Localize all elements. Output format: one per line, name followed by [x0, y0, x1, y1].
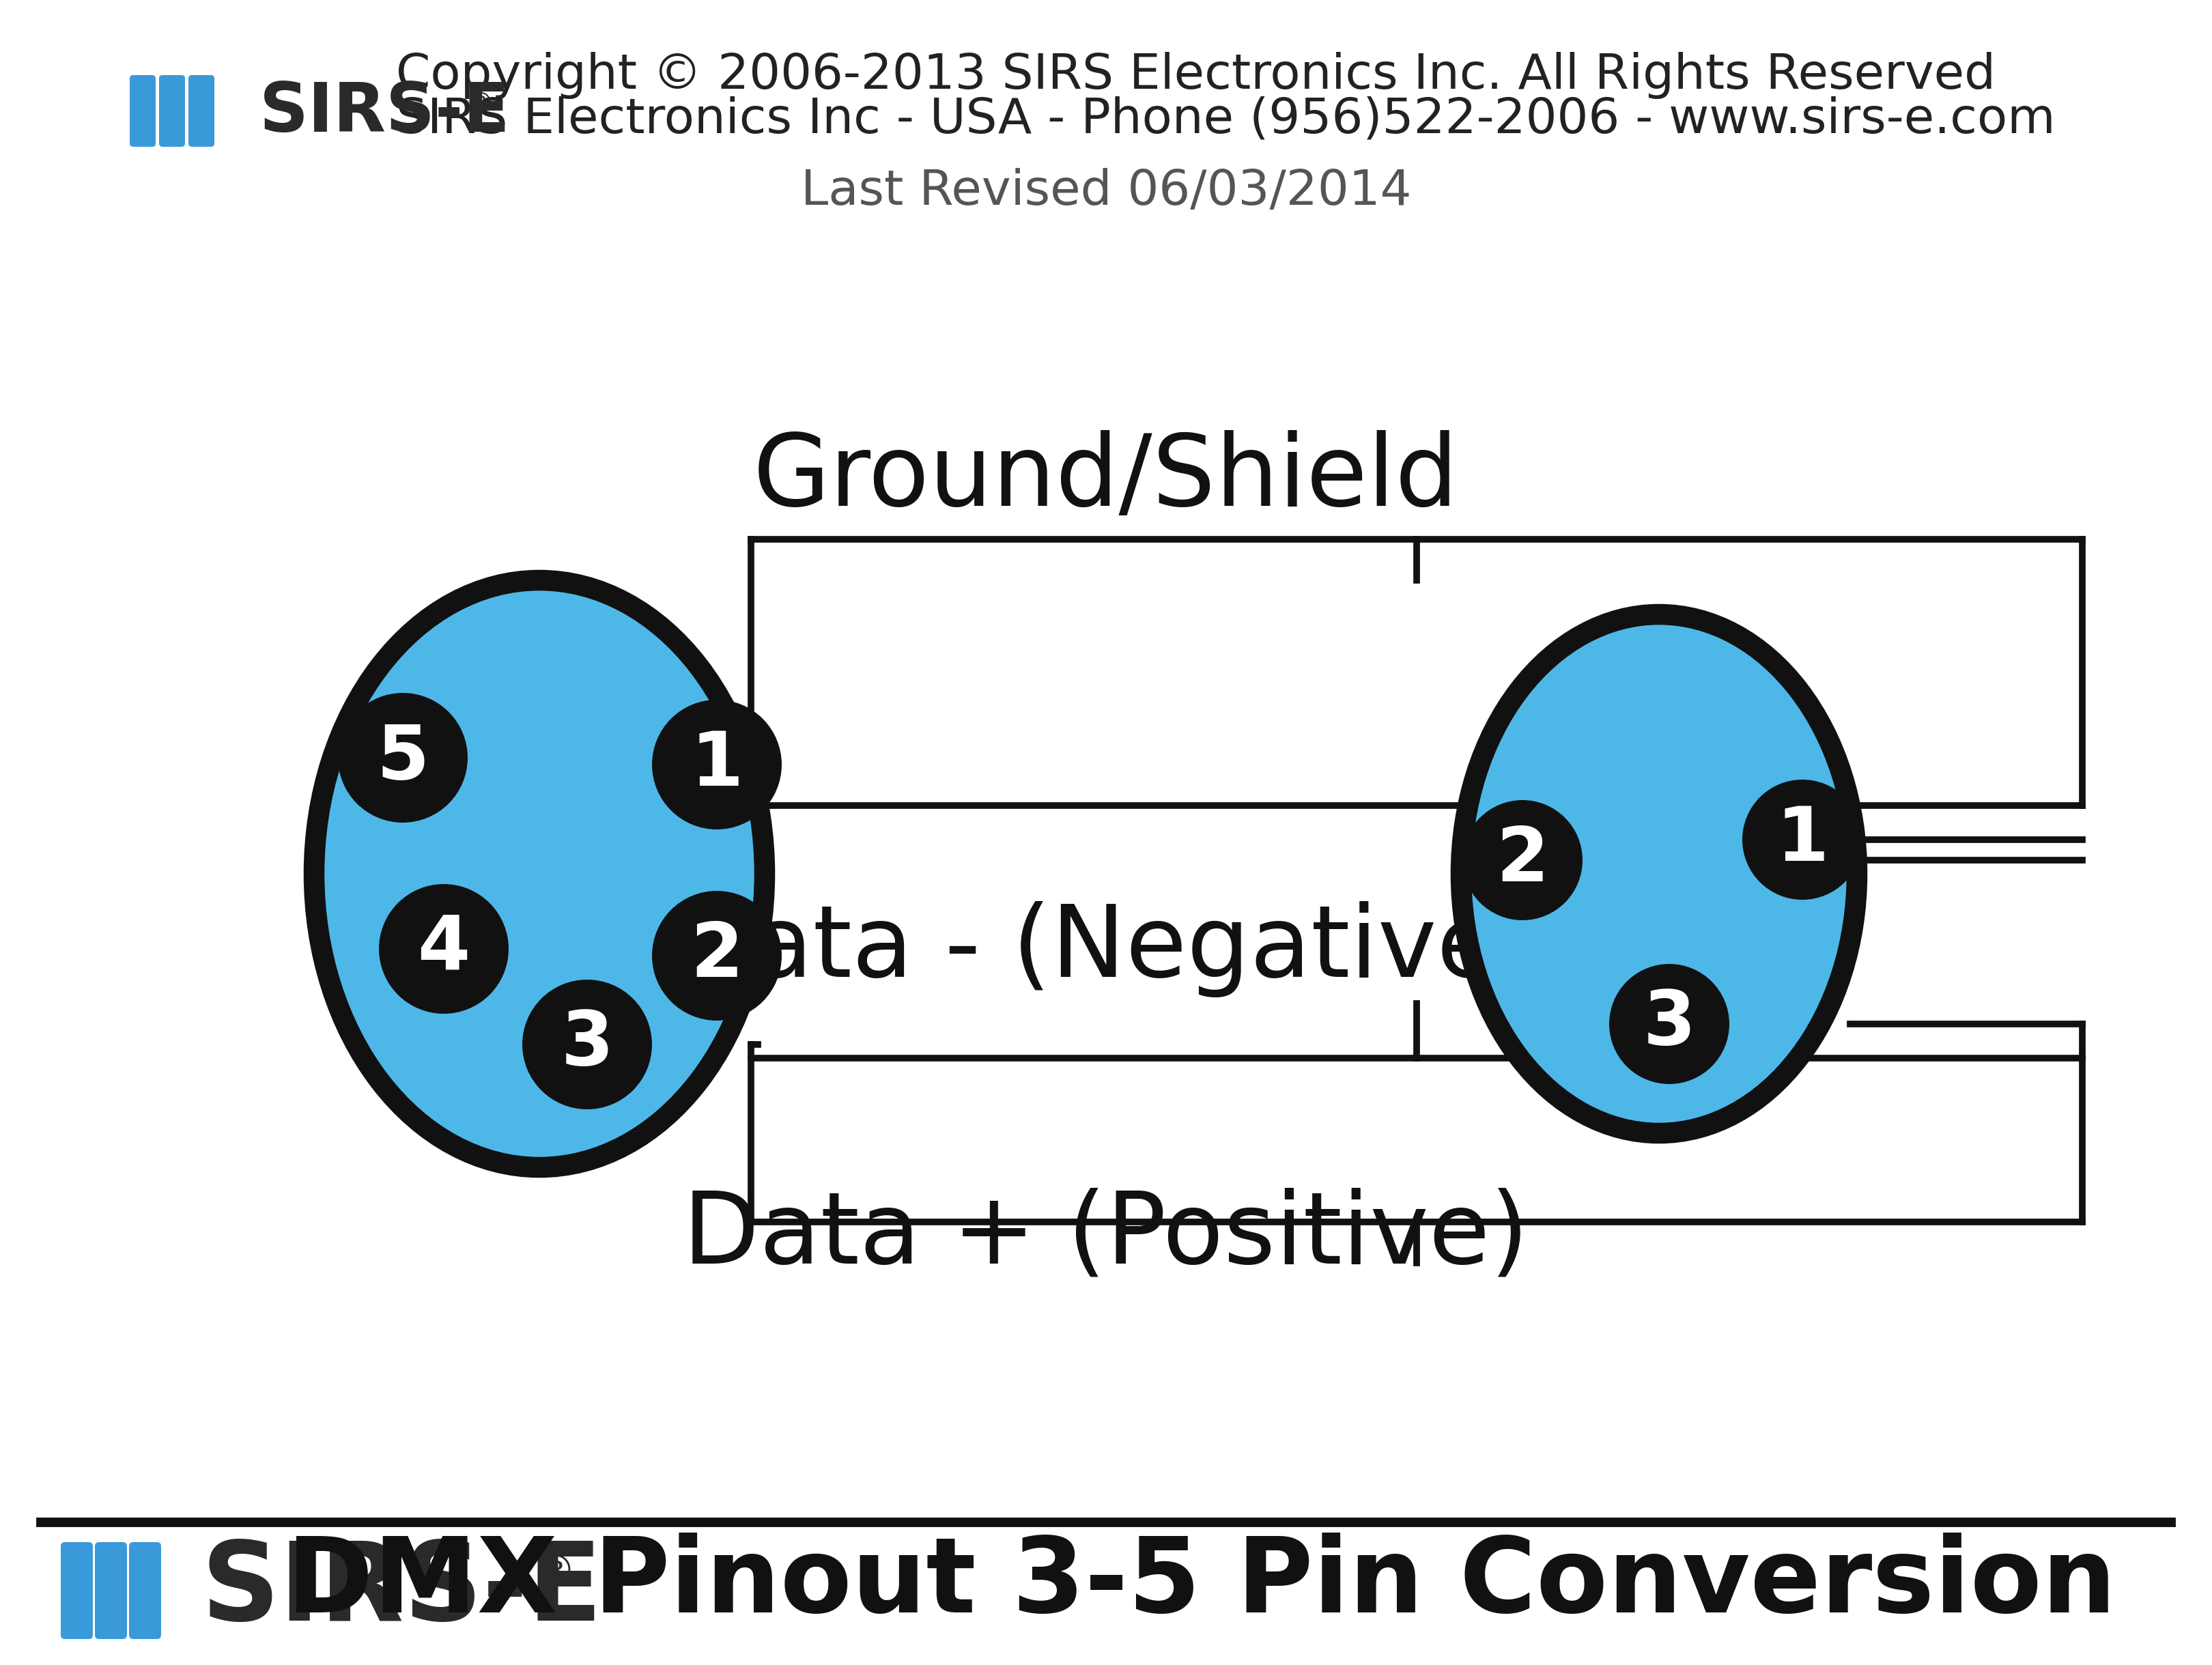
Text: Data - (Negative): Data - (Negative)	[675, 901, 1537, 997]
Text: Last Revised 06/03/2014: Last Revised 06/03/2014	[801, 168, 1411, 215]
Text: Copyright © 2006-2013 SIRS Electronics Inc. All Rights Reserved: Copyright © 2006-2013 SIRS Electronics I…	[396, 52, 1995, 98]
Text: SIRS-E: SIRS-E	[201, 1538, 604, 1643]
Text: ®: ®	[467, 92, 493, 117]
Circle shape	[1462, 801, 1582, 921]
Text: 2: 2	[1495, 824, 1548, 897]
Text: SIRS-E: SIRS-E	[259, 80, 511, 147]
Circle shape	[653, 699, 781, 829]
Circle shape	[338, 693, 467, 823]
Ellipse shape	[1460, 614, 1858, 1134]
Text: 1: 1	[1776, 803, 1829, 876]
Text: SIRS Electronics Inc - USA - Phone (956)522-2006 - www.sirs-e.com: SIRS Electronics Inc - USA - Phone (956)…	[396, 97, 2055, 143]
Circle shape	[522, 979, 653, 1109]
Ellipse shape	[314, 581, 765, 1167]
FancyBboxPatch shape	[188, 75, 215, 147]
FancyBboxPatch shape	[60, 1542, 93, 1638]
Circle shape	[653, 891, 781, 1021]
Text: 3: 3	[1644, 987, 1697, 1061]
Text: Ground/Shield: Ground/Shield	[752, 430, 1460, 526]
Text: Data + (Positive): Data + (Positive)	[684, 1187, 1528, 1284]
Circle shape	[1608, 964, 1730, 1084]
FancyBboxPatch shape	[95, 1542, 126, 1638]
Text: 3: 3	[562, 1007, 613, 1081]
Text: ®: ®	[535, 1553, 575, 1592]
FancyBboxPatch shape	[131, 75, 155, 147]
FancyBboxPatch shape	[159, 75, 186, 147]
Text: 5: 5	[376, 721, 429, 794]
Text: DMX Pinout 3-5 Pin Conversion: DMX Pinout 3-5 Pin Conversion	[288, 1533, 2117, 1635]
Text: 4: 4	[418, 912, 471, 986]
Text: 1: 1	[690, 728, 743, 801]
Circle shape	[378, 884, 509, 1014]
Text: 2: 2	[690, 919, 743, 992]
Circle shape	[1743, 779, 1863, 899]
FancyBboxPatch shape	[128, 1542, 161, 1638]
